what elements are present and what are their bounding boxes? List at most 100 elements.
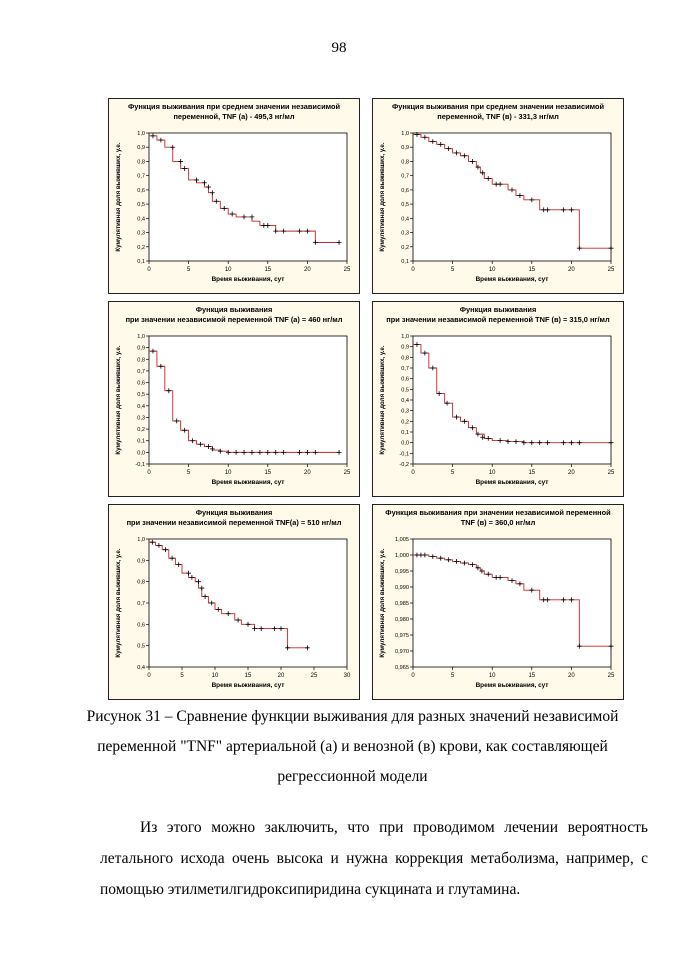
censor-marker <box>480 170 486 176</box>
x-axis-label: Время выживания, сут <box>212 479 285 486</box>
y-tick-label: 0,990 <box>395 585 409 591</box>
censor-marker <box>430 365 436 371</box>
censor-marker <box>257 449 263 455</box>
censor-marker <box>312 449 318 455</box>
censor-marker <box>209 446 215 452</box>
chart-panel-5: Функция выживания при значении независимо… <box>108 504 360 700</box>
censor-marker <box>479 568 485 574</box>
y-tick-label: 0,3 <box>401 231 409 237</box>
censor-marker <box>297 228 302 234</box>
survival-step-line <box>413 554 611 647</box>
chart-title-line: переменной, TNF (а) - 495,3 нг/мл <box>173 112 294 121</box>
y-tick-label: 0,1 <box>401 430 409 436</box>
censor-marker <box>190 438 195 444</box>
censor-marker <box>521 440 527 446</box>
censor-marker <box>517 581 523 587</box>
x-tick-label: 20 <box>568 470 575 476</box>
y-tick-label: 0,970 <box>395 649 409 655</box>
y-tick-label: 0,6 <box>137 381 145 387</box>
censor-marker <box>258 626 264 631</box>
y-tick-label: 0,0 <box>401 441 409 447</box>
censor-marker <box>176 562 182 567</box>
y-tick-label: 0,9 <box>137 346 145 352</box>
y-tick-label: 0,2 <box>401 245 409 251</box>
y-tick-label: 0,5 <box>137 644 145 650</box>
censor-marker <box>569 207 574 213</box>
censor-marker <box>209 600 215 606</box>
x-axis-label: Время выживания, сут <box>212 276 285 283</box>
plot-area <box>148 132 348 262</box>
y-axis-label: Кумулятивная доля выживших, у.е. <box>115 142 122 251</box>
censor-marker <box>281 228 287 234</box>
censor-marker <box>312 240 318 245</box>
censor-marker <box>170 144 176 150</box>
x-tick-label: 15 <box>264 267 271 273</box>
chart-title-line: при значении независимой переменной TNF … <box>126 315 343 324</box>
y-axis-label: Кумулятивная доля выживших, у.е. <box>115 345 122 454</box>
y-tick-label: 0,3 <box>401 409 409 415</box>
censor-marker <box>235 617 241 623</box>
censor-marker <box>414 132 420 137</box>
censor-marker <box>149 539 155 545</box>
censor-marker <box>150 348 156 354</box>
chart-title-line: при значении независимой переменной TNF(… <box>127 518 342 527</box>
x-tick-label: 20 <box>278 673 285 679</box>
censor-marker <box>249 214 255 220</box>
censor-marker <box>561 207 566 213</box>
x-axis-label: Время выживания, сут <box>476 682 549 689</box>
y-tick-label: -0,2 <box>399 462 409 468</box>
censor-marker <box>221 205 227 211</box>
censor-marker <box>569 440 574 446</box>
censor-marker <box>608 440 614 446</box>
censor-marker <box>186 570 191 576</box>
censor-marker <box>241 449 247 455</box>
censor-marker <box>475 164 481 170</box>
x-tick-label: 20 <box>304 470 311 476</box>
censor-marker <box>196 579 201 585</box>
y-tick-label: 0,6 <box>401 377 409 383</box>
y-tick-label: 0,995 <box>395 569 409 575</box>
censor-marker <box>517 193 523 198</box>
y-tick-label: 0,4 <box>401 216 409 222</box>
y-tick-label: 0,5 <box>401 202 409 208</box>
censor-marker <box>485 571 491 577</box>
y-tick-label: 0,7 <box>401 366 409 372</box>
x-tick-label: 5 <box>187 470 191 476</box>
censor-marker <box>174 418 180 424</box>
censor-marker <box>509 578 515 583</box>
y-tick-label: 1,0 <box>401 334 409 340</box>
censor-marker <box>576 643 582 649</box>
censor-marker <box>158 137 164 143</box>
censor-marker <box>229 211 235 217</box>
censor-marker <box>454 559 459 564</box>
censor-marker <box>297 449 302 455</box>
y-tick-label: 0,985 <box>395 601 409 607</box>
censor-marker <box>470 562 475 567</box>
censor-marker <box>215 607 221 612</box>
chart-svg: Функция выживания при значении независим… <box>379 508 615 689</box>
censor-marker <box>446 146 452 152</box>
censor-marker <box>213 198 219 204</box>
censor-marker <box>545 597 551 603</box>
x-tick-label: 25 <box>344 267 351 273</box>
plot-area <box>412 132 612 262</box>
chart-title-line: Функция выживания при среднем значении н… <box>392 102 605 111</box>
plot-area <box>412 335 612 465</box>
censor-marker <box>422 350 428 356</box>
x-tick-label: 5 <box>451 673 455 679</box>
censor-marker <box>241 214 247 220</box>
x-tick-label: 5 <box>180 673 184 679</box>
censor-marker <box>569 597 574 603</box>
y-tick-label: 0,3 <box>137 231 145 237</box>
chart-title-line: Функция выживания при значении независим… <box>385 508 611 517</box>
y-tick-label: 0,965 <box>395 665 409 671</box>
censor-marker <box>305 228 310 234</box>
x-tick-label: 20 <box>304 267 311 273</box>
censor-marker <box>285 645 290 651</box>
censor-marker <box>156 543 162 548</box>
censor-marker <box>163 547 168 553</box>
chart-title-line: TNF (в) = 360,0 нг/мл <box>461 518 536 527</box>
body-paragraph: Из этого можно заключить, что при провод… <box>100 812 648 905</box>
censor-marker <box>576 440 582 446</box>
